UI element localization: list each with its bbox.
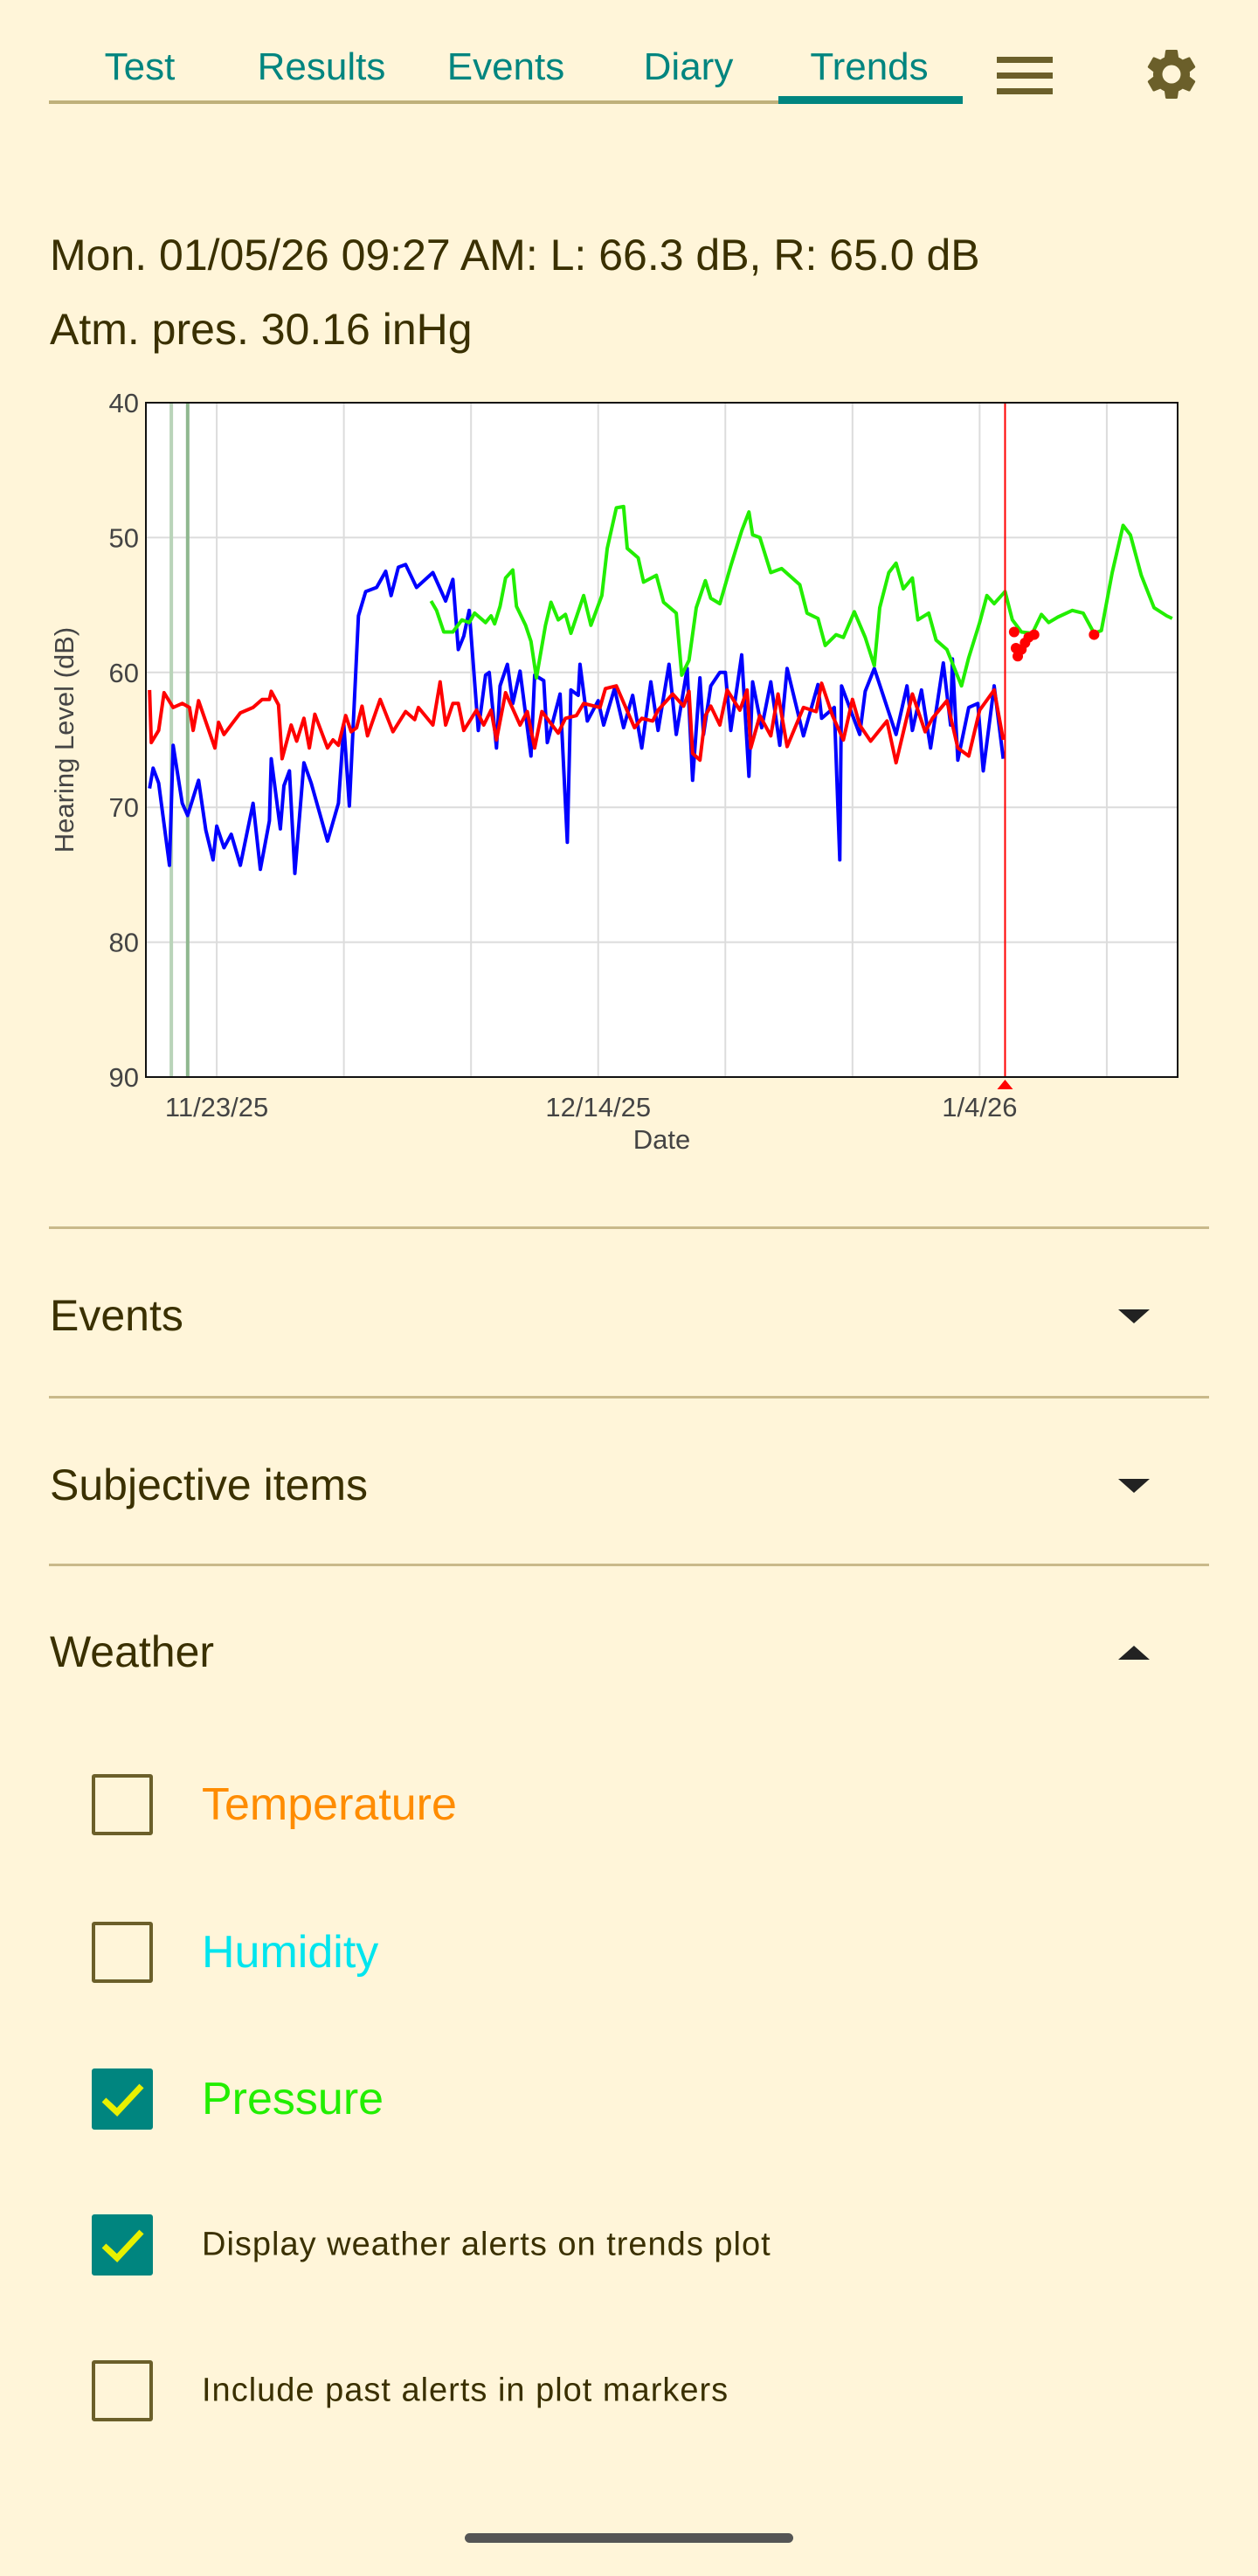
temperature-label[interactable]: Temperature (202, 1779, 457, 1830)
tab-trends[interactable]: Trends (810, 45, 929, 88)
humidity-label[interactable]: Humidity (202, 1927, 379, 1978)
expand-events-icon[interactable] (1118, 1309, 1150, 1323)
current-date-marker-icon (997, 1080, 1013, 1089)
home-indicator[interactable] (465, 2533, 793, 2543)
section-divider (49, 1564, 1209, 1566)
tab-bar-divider (49, 100, 963, 104)
y-axis-title: Hearing Level (dB) (49, 627, 79, 853)
reading-summary: Mon. 01/05/26 09:27 AM: L: 66.3 dB, R: 6… (50, 231, 980, 280)
collapse-weather-icon[interactable] (1118, 1646, 1150, 1660)
y-tick-label: 50 (109, 522, 139, 553)
y-tick-label: 40 (109, 388, 139, 418)
x-axis-title: Date (633, 1124, 690, 1155)
subjective-section-header[interactable]: Subjective items (50, 1461, 369, 1509)
active-tab-indicator (778, 96, 963, 104)
y-tick-label: 80 (109, 928, 139, 958)
y-tick-label: 90 (109, 1062, 139, 1093)
events-section-header[interactable]: Events (50, 1291, 183, 1340)
x-tick-label: 12/14/25 (545, 1092, 651, 1122)
weather-alert-marker (1089, 629, 1100, 640)
plot-area (146, 403, 1178, 1077)
pressure-checkbox[interactable] (92, 2068, 153, 2130)
past-alerts-label[interactable]: Include past alerts in plot markers (202, 2372, 729, 2409)
plot-border (145, 402, 1179, 1078)
temperature-checkbox[interactable] (92, 1774, 153, 1835)
expand-subjective-icon[interactable] (1118, 1479, 1150, 1493)
y-tick-label: 60 (109, 658, 139, 688)
pressure-label[interactable]: Pressure (202, 2074, 384, 2124)
weather-alert-marker (1008, 626, 1020, 638)
tab-results[interactable]: Results (257, 45, 386, 88)
humidity-checkbox[interactable] (92, 1922, 153, 1983)
x-tick-label: 11/23/25 (165, 1092, 268, 1122)
weather-alerts-checkbox[interactable] (92, 2214, 153, 2276)
weather-section-header[interactable]: Weather (50, 1627, 215, 1676)
weather-alert-marker (1028, 629, 1040, 640)
section-divider (49, 1226, 1209, 1229)
checkmark-icon (101, 2083, 144, 2117)
past-alerts-checkbox[interactable] (92, 2360, 153, 2421)
gear-icon[interactable] (1141, 44, 1202, 105)
section-divider (49, 1396, 1209, 1398)
checkmark-icon (101, 2229, 144, 2262)
hamburger-menu-icon[interactable] (997, 57, 1053, 95)
trends-chart[interactable]: 40 50 60 70 80 90 11/23/25 12/14/25 1/4/26 Date He… (0, 367, 1258, 1171)
x-tick-label: 1/4/26 (942, 1092, 1017, 1122)
series-line-right (148, 680, 1006, 765)
atmospheric-pressure: Atm. pres. 30.16 inHg (50, 305, 473, 354)
tab-diary[interactable]: Diary (643, 45, 734, 88)
weather-alerts-label[interactable]: Display weather alerts on trends plot (202, 2226, 771, 2263)
tab-events[interactable]: Events (446, 45, 565, 88)
series-line-left (148, 563, 1006, 875)
y-tick-label: 70 (109, 792, 139, 823)
tab-test[interactable]: Test (104, 45, 176, 88)
